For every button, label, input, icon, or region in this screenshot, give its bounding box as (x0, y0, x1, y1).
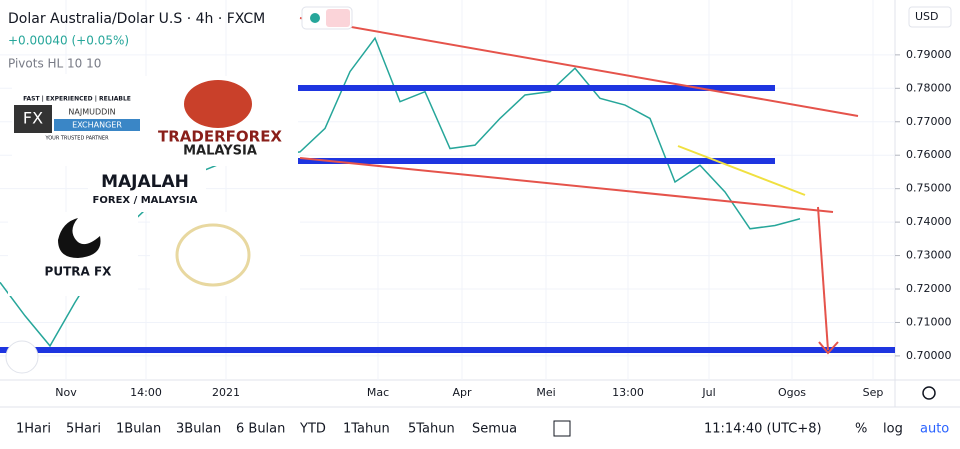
y-tick-label: 0.72000 (906, 282, 952, 295)
range-button[interactable]: 1Bulan (116, 422, 161, 437)
logo-text: NAJMUDDIN (68, 108, 115, 117)
trend-line-lower (299, 157, 834, 213)
range-button[interactable]: 3Bulan (176, 422, 221, 437)
y-tick-label: 0.76000 (906, 148, 952, 161)
forecast-arrow (817, 206, 829, 351)
x-tick-label: Sep (863, 386, 884, 399)
logo-text: FX (23, 109, 43, 128)
logo-text: FAST | EXPERIENCED | RELIABLE (23, 96, 131, 103)
logo-text: MALAYSIA (183, 144, 257, 159)
settings-button[interactable] (922, 386, 936, 400)
calendar-button[interactable] (553, 420, 571, 437)
putra-icon (58, 218, 101, 258)
x-tick-label: Nov (55, 386, 77, 399)
x-tick-label: 2021 (212, 386, 240, 399)
logo-crest (150, 212, 300, 296)
range-button[interactable]: YTD (299, 422, 326, 437)
logo-text: FOREX / MALAYSIA (93, 195, 198, 206)
logo-text: PUTRA FX (45, 265, 113, 279)
trend-line-minor (677, 145, 806, 196)
bottom-toolbar: 1Hari 5Hari 1Bulan 3Bulan 6 Bulan YTD 1Tahun 5T… (16, 420, 949, 437)
trend-line-upper (299, 17, 859, 117)
logo-text: MAJALAH (101, 172, 189, 192)
range-button[interactable]: 1Hari (16, 422, 51, 437)
tiger-icon (184, 80, 252, 128)
y-tick-label: 0.71000 (906, 315, 952, 328)
x-tick-label: Mac (367, 386, 389, 399)
clock: 11:14:40 (UTC+8) (704, 422, 822, 437)
logo-text: TRADERFOREX (158, 128, 282, 146)
logo-box (54, 119, 140, 131)
y-tick-label: 0.77000 (906, 115, 952, 128)
logo-najmuddin: FAST | EXPERIENCED | RELIABLE FX NAJMUDD… (12, 74, 142, 166)
x-tick-label: Jul (701, 386, 715, 399)
x-tick-label: Ogos (778, 386, 806, 399)
tv-logo[interactable] (5, 340, 39, 374)
symbol-title: Dolar Australia/Dolar U.S · 4h · FXCM (8, 11, 265, 27)
currency-select[interactable] (908, 6, 952, 28)
range-button[interactable]: 1Tahun (343, 422, 390, 437)
percent-button[interactable]: % (855, 422, 867, 437)
logo-majalah: MAJALAH FOREX / MALAYSIA (88, 166, 206, 212)
logo-putra: PUTRA FX (8, 212, 138, 296)
x-tick-label: Mei (536, 386, 555, 399)
range-button[interactable]: 5Tahun (408, 422, 455, 437)
x-tick-label: 13:00 (612, 386, 644, 399)
logo-bg (88, 166, 206, 212)
price-change: +0.00040 (+0.05%) (8, 34, 129, 48)
range-button[interactable]: 5Hari (66, 422, 101, 437)
y-tick-label: 0.74000 (906, 215, 952, 228)
crest-icon (175, 223, 251, 287)
y-tick-label: 0.79000 (906, 48, 952, 61)
auto-button[interactable]: auto (920, 422, 949, 437)
logo-text: EXCHANGER (72, 121, 122, 130)
range-button[interactable]: Semua (472, 422, 517, 437)
log-button[interactable]: log (883, 422, 903, 437)
x-tick-label: Apr (452, 386, 472, 399)
y-tick-label: 0.78000 (906, 81, 952, 94)
status-dot (310, 13, 320, 23)
indicator-label: Pivots HL 10 10 (8, 57, 101, 71)
status-icon (326, 9, 350, 27)
currency-label: USD (915, 10, 939, 23)
range-button[interactable]: 6 Bulan (236, 422, 285, 437)
logo-text: YOUR TRUSTED PARTNER (44, 136, 109, 142)
y-tick-label: 0.70000 (906, 349, 952, 362)
arrow-head (818, 341, 839, 355)
y-tick-label: 0.75000 (906, 182, 952, 195)
y-tick-label: 0.73000 (906, 249, 952, 262)
x-tick-label: 14:00 (130, 386, 162, 399)
logo-box (14, 105, 52, 133)
logo-traderforex: TRADERFOREX MALAYSIA (142, 76, 298, 166)
